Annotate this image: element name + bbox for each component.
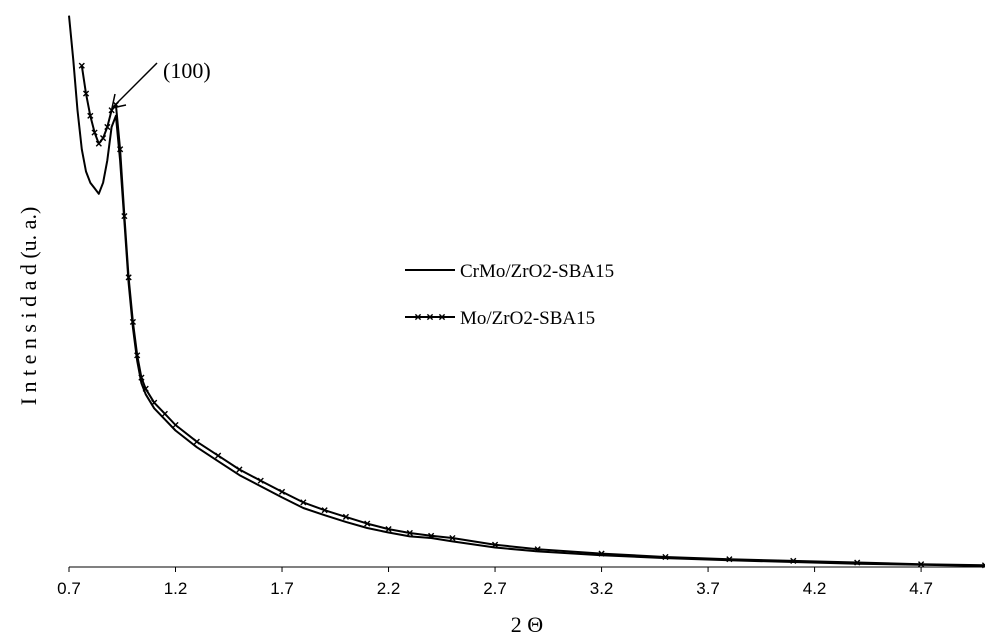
annotation-100: (100)	[111, 58, 211, 109]
data-point-marker	[300, 499, 307, 506]
legend-markers-mo	[414, 313, 446, 321]
data-point-marker	[534, 546, 541, 553]
series-layer	[68, 15, 985, 569]
x-tick-label: 3.7	[696, 579, 720, 598]
x-tick-label: 1.7	[270, 579, 294, 598]
legend: CrMo/ZrO2-SBA15 Mo/ZrO2-SBA15	[405, 261, 614, 329]
data-point-marker	[104, 123, 111, 131]
data-point-marker	[117, 146, 124, 153]
data-point-marker	[449, 534, 456, 542]
data-point-marker	[161, 410, 168, 417]
legend-marker	[426, 313, 434, 321]
data-point-marker	[99, 135, 107, 142]
data-point-marker	[125, 274, 132, 281]
x-tick-label: 2.7	[483, 579, 507, 598]
data-point-marker	[598, 550, 605, 557]
data-point-marker	[121, 212, 128, 220]
data-point-marker	[142, 385, 149, 392]
data-point-marker	[138, 374, 145, 381]
x-tick-label: 4.2	[803, 579, 827, 598]
data-point-marker	[78, 62, 85, 69]
data-point-marker	[236, 466, 243, 473]
data-point-marker	[491, 541, 499, 548]
data-point-marker	[726, 556, 733, 563]
data-point-marker	[134, 352, 141, 359]
data-point-marker	[151, 399, 158, 406]
data-point-marker	[662, 553, 669, 561]
data-point-marker	[257, 477, 264, 484]
data-point-marker	[406, 529, 413, 537]
x-tick-label: 1.2	[164, 579, 188, 598]
data-point-marker	[364, 520, 371, 527]
y-axis-title: I n t e n s i d a d (u. a.)	[16, 207, 41, 406]
data-point-marker	[82, 90, 90, 97]
data-point-marker	[428, 532, 435, 539]
data-point-marker	[87, 112, 94, 119]
annotation-arrowhead	[111, 93, 127, 109]
data-point-marker	[342, 513, 350, 520]
legend-marker	[438, 313, 446, 321]
data-point-marker	[790, 557, 797, 564]
annotation-arrow-shaft	[112, 62, 158, 108]
legend-label-crmo: CrMo/ZrO2-SBA15	[460, 261, 614, 282]
series-1	[78, 62, 985, 569]
x-tick-label: 2.2	[377, 579, 401, 598]
data-point-marker	[215, 452, 222, 459]
annotation-label: (100)	[163, 58, 211, 83]
x-axis-tick-labels: 0.7 1.2 1.7 2.2 2.7 3.2 3.7 4.2 4.7	[57, 579, 933, 598]
data-point-marker	[91, 129, 98, 136]
x-tick-label: 4.7	[909, 579, 933, 598]
x-axis-title: 2 Θ	[511, 612, 543, 637]
x-axis-ticks	[68, 567, 922, 572]
data-point-marker	[95, 140, 102, 147]
data-point-marker	[278, 488, 286, 495]
data-point-marker	[193, 438, 200, 445]
legend-marker	[414, 313, 422, 321]
data-point-marker	[108, 107, 115, 114]
data-point-marker	[854, 559, 861, 566]
data-point-marker	[129, 318, 137, 326]
x-tick-label: 0.7	[57, 579, 81, 598]
series-line-0	[68, 15, 985, 567]
data-point-marker	[917, 561, 925, 568]
legend-label-mo: Mo/ZrO2-SBA15	[460, 308, 595, 329]
data-point-marker	[172, 421, 179, 429]
data-point-marker	[981, 562, 985, 569]
data-point-marker	[321, 507, 328, 514]
data-point-marker	[385, 526, 392, 533]
x-tick-label: 3.2	[590, 579, 614, 598]
series-0	[68, 15, 985, 567]
